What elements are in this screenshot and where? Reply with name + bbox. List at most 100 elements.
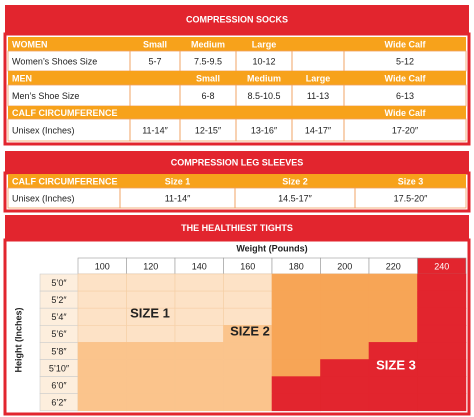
- data-row: [8, 51, 466, 71]
- size-cell: [223, 393, 273, 412]
- size-cell: [77, 324, 127, 343]
- size-cell: [77, 307, 127, 326]
- size-cell: [417, 324, 467, 343]
- cell: 8.5-10.5: [247, 91, 280, 101]
- size-cell: [126, 273, 176, 292]
- cell: 14-17″: [305, 125, 332, 135]
- cell: Unisex (Inches): [12, 125, 75, 135]
- size-cell: [417, 290, 467, 309]
- size-cell: [417, 342, 467, 360]
- cell: 6-13: [396, 91, 414, 101]
- header-cell: Large: [252, 39, 277, 49]
- size-cell: [223, 376, 273, 395]
- size-cell: [271, 342, 321, 360]
- height-value: 5’8″: [51, 346, 67, 356]
- weight-value: 200: [337, 261, 352, 271]
- size-cell: [174, 359, 224, 377]
- size-cell: [174, 290, 224, 309]
- size-cell: [126, 376, 176, 395]
- data-row: [8, 188, 466, 208]
- size-cell: [174, 393, 224, 412]
- size-cell: [126, 324, 176, 343]
- size-cell: [174, 307, 224, 326]
- cell: 11-14″: [142, 125, 168, 135]
- header-row: [8, 37, 466, 51]
- size-cell: [223, 273, 273, 292]
- section-title-bar: [5, 151, 469, 173]
- size-cell: [126, 342, 176, 360]
- header-cell: MEN: [12, 73, 32, 83]
- cell: 12-15″: [195, 125, 222, 135]
- cell: 11-13: [307, 91, 329, 101]
- size-cell: [77, 273, 127, 292]
- table-frame: [3, 171, 471, 213]
- size-cell: [126, 393, 176, 412]
- cell: Men’s Shoe Size: [12, 91, 79, 101]
- size-cell: [271, 273, 321, 292]
- height-value: 5’4″: [51, 312, 67, 322]
- cell: 17-20″: [392, 125, 419, 135]
- size-cell: [320, 342, 370, 360]
- header-row: [8, 106, 466, 119]
- cell: 6-8: [201, 91, 214, 101]
- section-title-bar: [5, 215, 469, 240]
- weight-value: 140: [192, 261, 207, 271]
- size-cell: [320, 273, 370, 292]
- size-cell: [368, 376, 418, 395]
- data-row: [8, 85, 466, 106]
- header-cell: Size 3: [398, 176, 424, 186]
- header-cell: Medium: [191, 39, 225, 49]
- height-value: 6’2″: [51, 398, 67, 408]
- table-frame: [3, 32, 471, 146]
- cell: 10-12: [252, 56, 275, 66]
- weight-value: 160: [240, 261, 255, 271]
- size-cell: [126, 359, 176, 377]
- size-cell: [271, 393, 321, 412]
- header-cell: Medium: [247, 73, 281, 83]
- header-row: [8, 174, 466, 188]
- size-label: SIZE 3: [376, 357, 416, 372]
- size-cell: [174, 324, 224, 343]
- weight-value: 240: [434, 261, 449, 271]
- height-label: Height (Inches): [13, 307, 23, 372]
- section-title: COMPRESSION LEG SLEEVES: [171, 157, 304, 167]
- height-value: 5’6″: [51, 329, 67, 339]
- size-label: SIZE 2: [230, 323, 270, 338]
- size-cell: [368, 307, 418, 326]
- size-cell: [223, 359, 273, 377]
- size-cell: [77, 342, 127, 360]
- size-cell: [174, 273, 224, 292]
- size-cell: [271, 307, 321, 326]
- cell: Women’s Shoes Size: [12, 56, 97, 66]
- size-cell: [320, 393, 370, 412]
- size-cell: [271, 290, 321, 309]
- size-cell: [77, 393, 127, 412]
- size-cell: [77, 376, 127, 395]
- size-cell: [320, 324, 370, 343]
- cell: 17.5-20″: [394, 193, 429, 203]
- cell: 14.5-17″: [278, 193, 313, 203]
- header-cell: Wide Calf: [385, 73, 427, 83]
- size-cell: [320, 307, 370, 326]
- weight-value: 220: [386, 261, 401, 271]
- section-title-bar: [5, 5, 469, 33]
- size-cell: [368, 393, 418, 412]
- height-value: 5’0″: [51, 278, 67, 288]
- header-cell: Large: [306, 73, 331, 83]
- size-cell: [417, 376, 467, 395]
- size-cell: [417, 393, 467, 412]
- header-cell: Small: [196, 73, 220, 83]
- size-cell: [320, 290, 370, 309]
- header-cell: Small: [143, 39, 167, 49]
- size-label: SIZE 1: [130, 305, 170, 320]
- weight-value: 180: [289, 261, 304, 271]
- height-value: 5’2″: [51, 295, 67, 305]
- section-title: COMPRESSION SOCKS: [186, 14, 288, 24]
- size-cell: [368, 273, 418, 292]
- height-value: 5’10″: [49, 363, 70, 373]
- size-cell: [417, 307, 467, 326]
- size-cell: [174, 342, 224, 360]
- cell: 5-7: [148, 56, 161, 66]
- header-cell: Size 2: [282, 176, 308, 186]
